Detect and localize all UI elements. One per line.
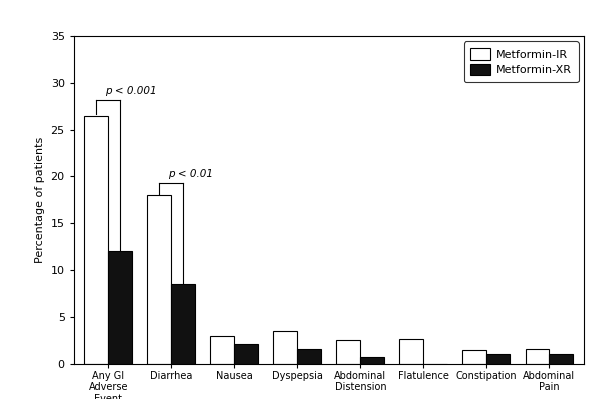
Bar [234, 344, 258, 364]
Bar [336, 340, 360, 364]
Bar [211, 336, 234, 364]
Bar [148, 195, 172, 364]
Bar [486, 354, 510, 364]
Bar [109, 251, 132, 364]
Bar [463, 350, 486, 364]
Text: p < 0.001: p < 0.001 [105, 86, 156, 96]
Bar [297, 349, 322, 364]
Text: Source: Curr Med Res Opin © 2004 Librapharm Limited: Source: Curr Med Res Opin © 2004 Libraph… [307, 382, 578, 392]
Bar [526, 349, 549, 364]
Text: www.medscape.com: www.medscape.com [224, 8, 345, 21]
Bar [360, 358, 384, 364]
Legend: Metformin-IR, Metformin-XR: Metformin-IR, Metformin-XR [464, 41, 579, 82]
Text: p < 0.01: p < 0.01 [168, 169, 213, 179]
Bar [84, 116, 109, 364]
Y-axis label: Percentage of patients: Percentage of patients [35, 137, 45, 263]
Bar [399, 339, 424, 364]
Bar [274, 331, 297, 364]
Bar [549, 354, 573, 364]
Bar [172, 284, 195, 364]
Text: Medscape®: Medscape® [12, 8, 90, 21]
